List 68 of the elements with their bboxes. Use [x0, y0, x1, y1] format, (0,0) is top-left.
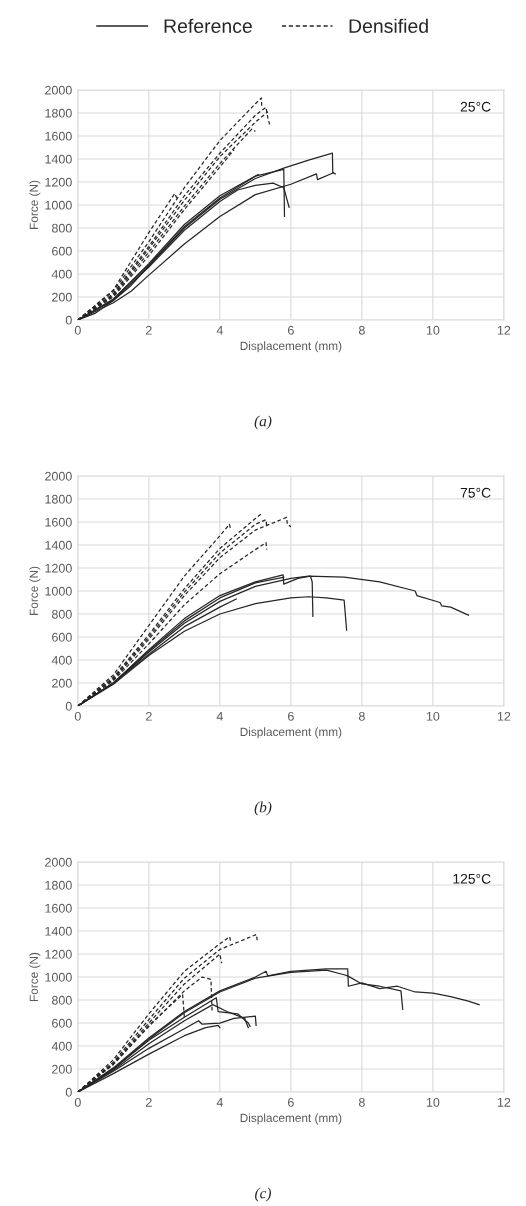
x-tick-label: 10	[426, 325, 440, 335]
text: 75°C	[460, 487, 491, 498]
x-tick-label: 8	[358, 325, 365, 335]
y-tick-label: 400	[51, 655, 72, 665]
y-tick-label: 600	[52, 246, 72, 256]
x-tick-label: 12	[497, 711, 511, 721]
legend-label: Reference	[164, 18, 252, 33]
y-tick-label: 800	[51, 995, 72, 1005]
x-tick-label: 10	[426, 1097, 440, 1107]
x-tick-label: 6	[288, 1097, 294, 1107]
x-tick-label: 4	[216, 1098, 223, 1107]
x-axis-title: Displacement (mm)	[240, 727, 342, 739]
y-tick-label: 200	[52, 292, 72, 302]
x-tick-label: 6	[288, 711, 294, 721]
y-tick-label: 200	[52, 1064, 72, 1074]
y-tick-label: 1600	[45, 517, 72, 527]
y-tick-label: 0	[65, 701, 72, 711]
y-tick-label: 1600	[45, 131, 72, 141]
text: (a)	[254, 415, 272, 430]
x-axis-title: Displacement (mm)	[240, 1113, 342, 1125]
x-tick-label: 0	[74, 711, 81, 721]
x-tick-label: 4	[216, 712, 223, 721]
x-tick-label: 0	[74, 325, 81, 335]
text: 125°C	[453, 873, 491, 884]
y-tick-label: 600	[52, 1018, 72, 1028]
x-tick-label: 8	[358, 711, 365, 721]
y-tick-label: 1800	[45, 494, 72, 504]
y-tick-label: 800	[51, 609, 72, 619]
text: (c)	[255, 1187, 272, 1202]
y-tick-label: 1200	[45, 177, 72, 187]
y-tick-label: 1200	[45, 563, 72, 573]
y-tick-label: 1800	[45, 880, 72, 890]
y-axis-title: Force (N)	[29, 566, 41, 615]
text: (b)	[254, 801, 272, 816]
x-tick-label: 0	[74, 1097, 81, 1107]
x-tick-label: 2	[146, 325, 152, 335]
x-tick-label: 2	[146, 711, 152, 721]
x-axis-title: Displacement (mm)	[240, 341, 342, 353]
y-tick-label: 1200	[45, 949, 72, 959]
y-tick-label: 200	[52, 678, 72, 688]
y-tick-label: 0	[65, 1087, 72, 1097]
text: 25°C	[460, 101, 491, 112]
y-tick-label: 1400	[45, 926, 72, 936]
x-tick-label: 2	[146, 1097, 152, 1107]
y-tick-label: 1600	[45, 903, 72, 913]
y-tick-label: 1400	[45, 154, 72, 164]
y-axis-title: Force (N)	[29, 952, 41, 1001]
y-tick-label: 2000	[45, 471, 72, 481]
x-tick-label: 4	[216, 325, 223, 335]
y-tick-label: 1000	[45, 972, 72, 982]
legend-label: Densified	[349, 18, 428, 33]
y-tick-label: 1000	[45, 586, 72, 596]
y-tick-label: 0	[65, 315, 72, 325]
y-tick-label: 400	[51, 1041, 72, 1051]
y-axis-title: Force (N)	[29, 180, 41, 229]
y-tick-label: 400	[51, 269, 72, 279]
x-tick-label: 8	[358, 1097, 365, 1107]
y-tick-label: 2000	[45, 85, 72, 95]
x-tick-label: 12	[497, 1097, 511, 1107]
y-tick-label: 1400	[45, 540, 72, 550]
x-tick-label: 6	[288, 325, 294, 335]
x-tick-label: 12	[497, 325, 511, 335]
y-tick-label: 1800	[45, 108, 72, 118]
y-tick-label: 1000	[45, 200, 72, 210]
y-tick-label: 600	[52, 632, 72, 642]
y-tick-label: 800	[51, 223, 72, 233]
y-tick-label: 2000	[45, 857, 72, 867]
x-tick-label: 10	[426, 711, 440, 721]
